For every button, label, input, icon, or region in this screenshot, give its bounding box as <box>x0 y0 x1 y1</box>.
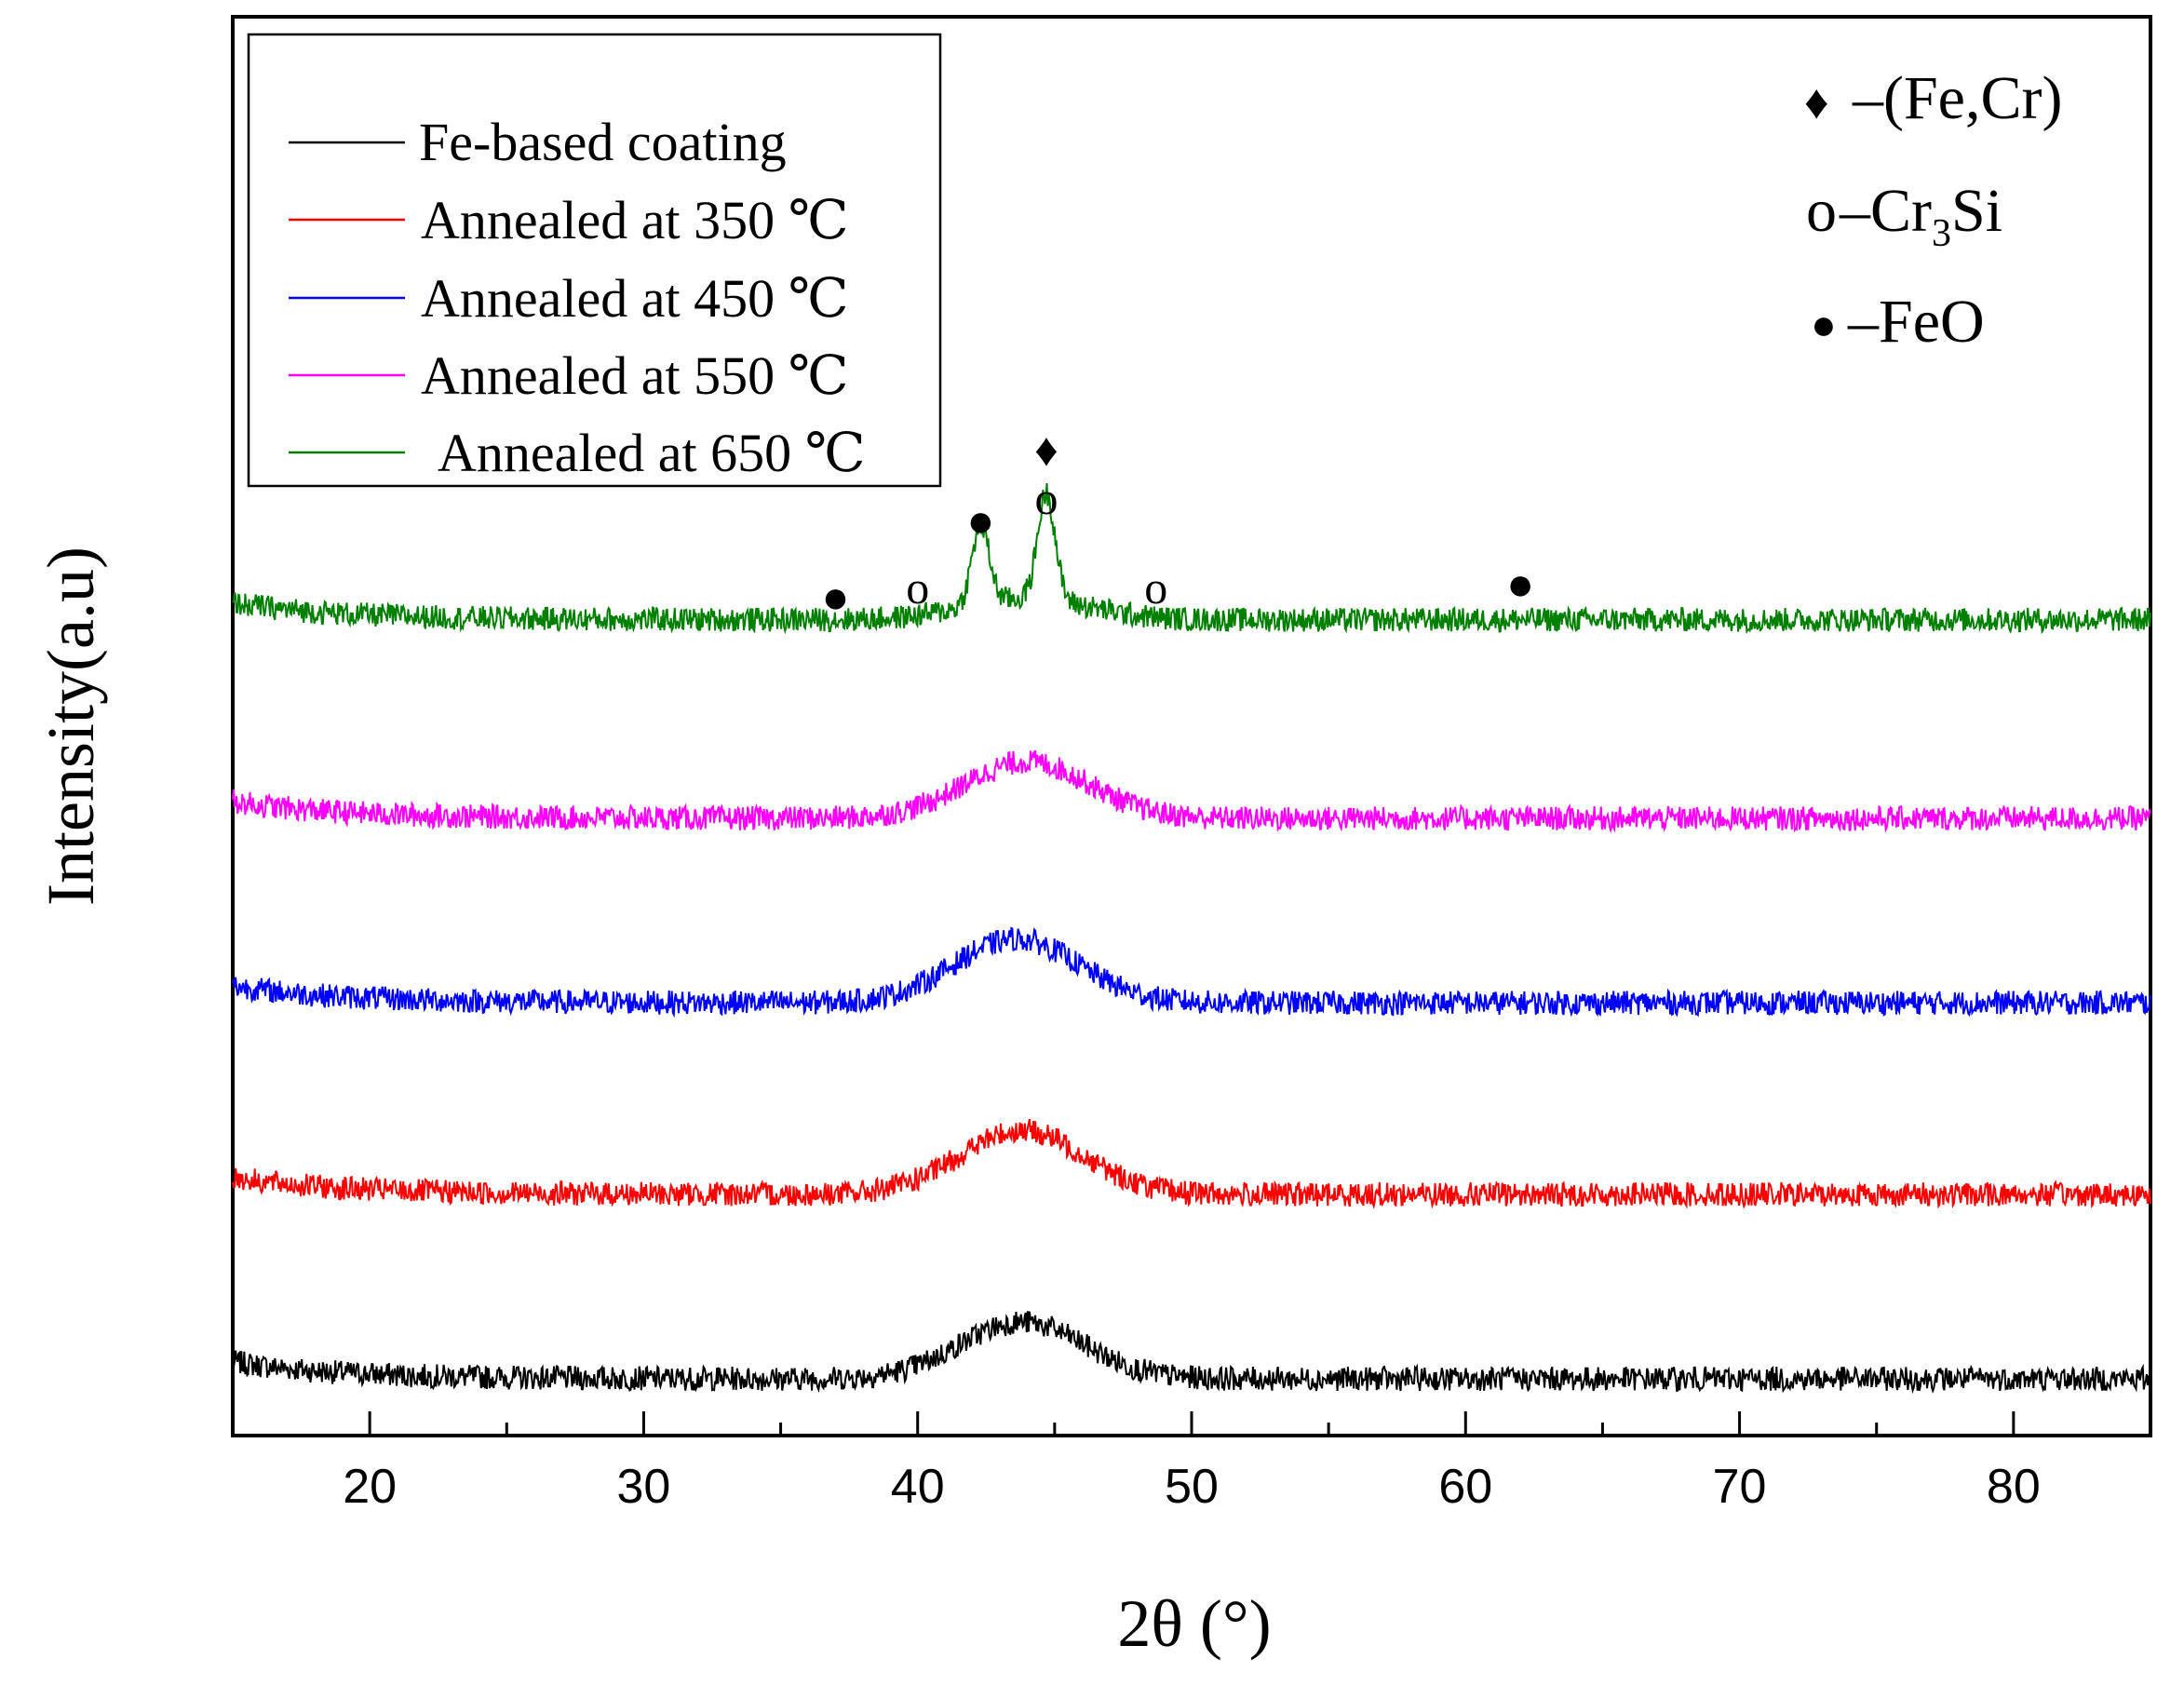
peak-marker-4: ♦ <box>1034 424 1058 476</box>
x-tick-label-60: 60 <box>1438 1460 1492 1514</box>
peak-marker-6: ● <box>1506 558 1534 610</box>
series-line-3 <box>232 749 2151 834</box>
series-line-0 <box>232 1311 2151 1395</box>
phase-legend-dot-icon: ● <box>1811 301 1837 348</box>
legend-label-550: Annealed at 550 ℃ <box>421 345 848 406</box>
y-axis-title: Intensity(a.u) <box>34 546 108 906</box>
peak-marker-0: ● <box>821 571 849 623</box>
legend-label-350: Annealed at 350 ℃ <box>421 190 848 250</box>
x-axis-title: 2θ (°) <box>1117 1586 1271 1661</box>
phase-legend-feo-label: –FeO <box>1847 288 1985 356</box>
series-line-2 <box>232 926 2151 1018</box>
curve-layer <box>232 483 2151 1395</box>
legend-label-450: Annealed at 450 ℃ <box>421 268 848 329</box>
phase-legend: ♦ –(Fe,Cr) o –Cr3Si ● –FeO <box>1804 64 2062 356</box>
legend-label-fe-based: Fe-based coating <box>419 112 787 172</box>
x-tick-label-30: 30 <box>617 1460 671 1514</box>
peak-markers: ● o● o♦o ● <box>821 424 1534 623</box>
legend-label-650: Annealed at 650 ℃ <box>438 423 865 483</box>
x-tick-label-40: 40 <box>891 1460 945 1514</box>
x-tick-label-70: 70 <box>1713 1460 1767 1514</box>
x-tick-label-50: 50 <box>1165 1460 1219 1514</box>
x-axis-ticks: 20 30 40 50 60 70 80 <box>343 1411 2041 1514</box>
series-line-1 <box>232 1118 2151 1209</box>
phase-legend-circle-icon: o <box>1806 177 1837 245</box>
peak-marker-3: o <box>1035 472 1058 524</box>
phase-legend-diamond-icon: ♦ <box>1804 76 1829 129</box>
peak-marker-5: o <box>1144 561 1167 614</box>
phase-legend-fecr-label: –(Fe,Cr) <box>1852 64 2062 132</box>
x-tick-label-20: 20 <box>343 1460 397 1514</box>
phase-legend-cr3si-label: –Cr3Si <box>1839 177 2002 255</box>
series-line-4 <box>232 483 2151 635</box>
peak-marker-2: ● <box>966 494 994 546</box>
peak-marker-1: o <box>906 561 929 614</box>
x-tick-label-80: 80 <box>1987 1460 2041 1514</box>
legend: Fe-based coating Annealed at 350 ℃ Annea… <box>247 33 942 488</box>
legend-box <box>247 33 942 488</box>
